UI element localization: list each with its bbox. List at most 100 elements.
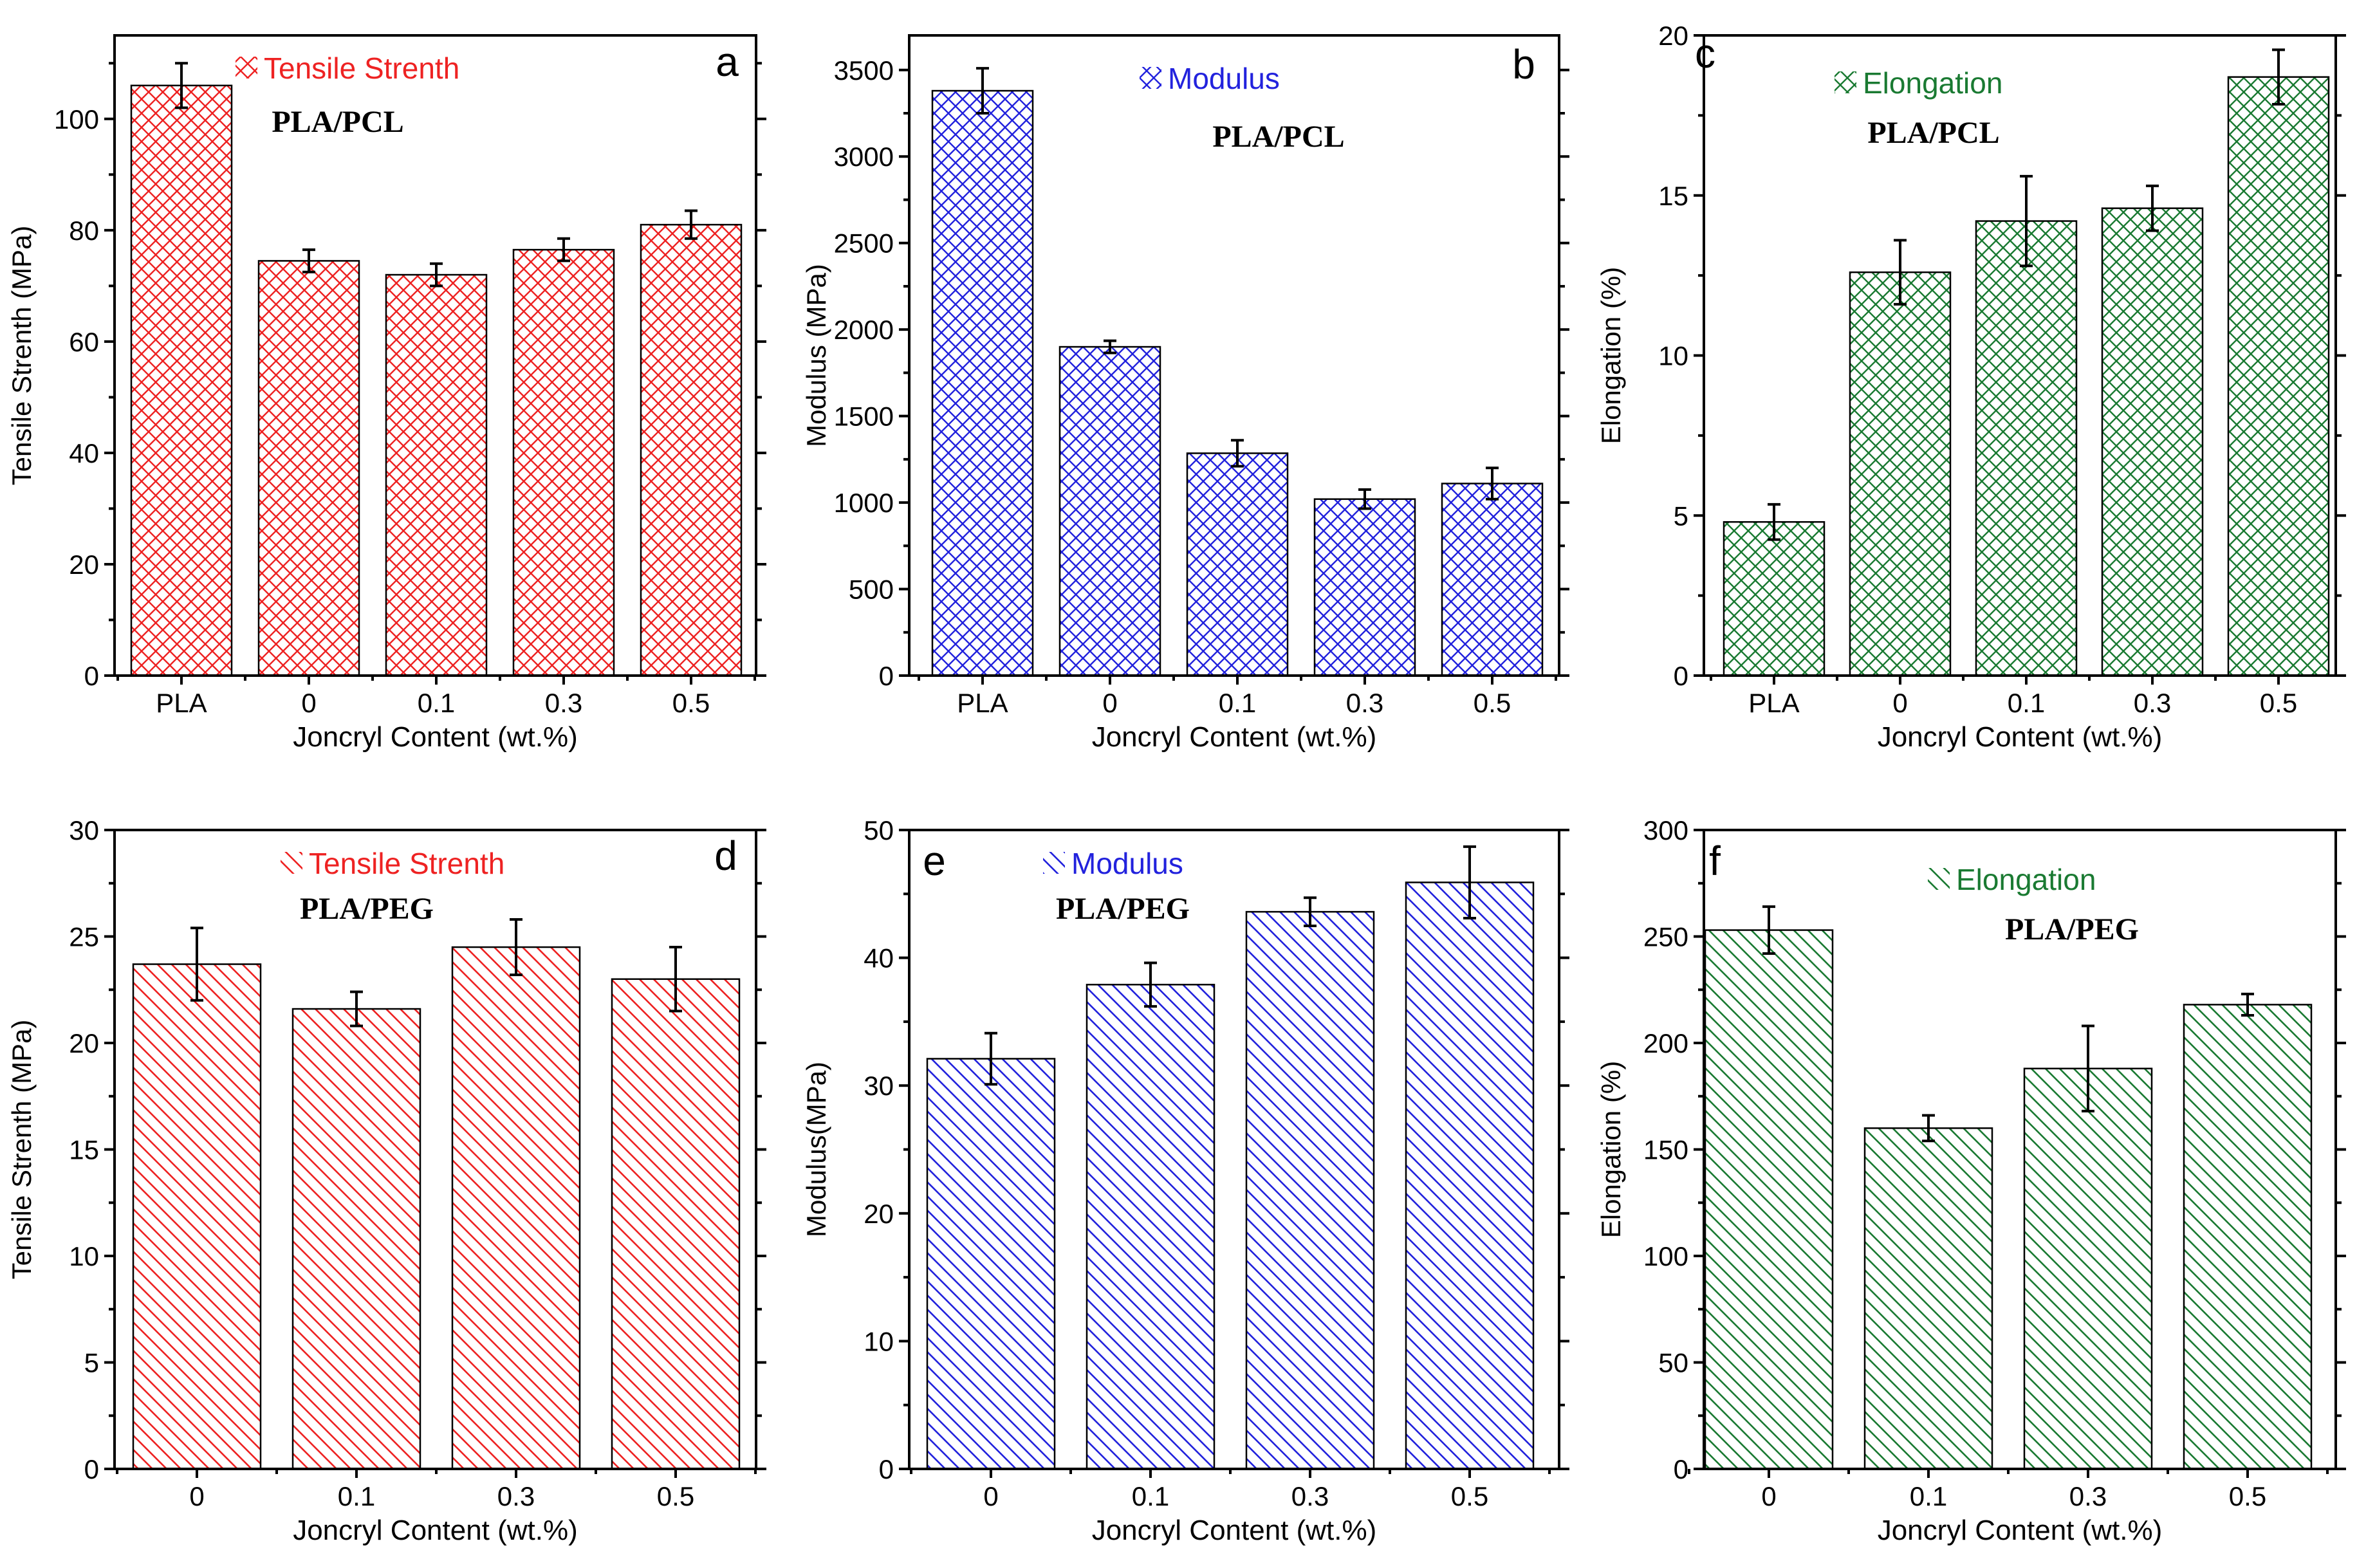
y-tick-label: 300 (1643, 815, 1688, 845)
y-tick-label: 5 (1674, 501, 1688, 531)
x-tick-label: 0.3 (2134, 688, 2171, 718)
x-axis-title: Joncryl Content (wt.%) (1878, 1515, 2163, 1546)
legend-label: Elongation (1956, 863, 2096, 896)
error-bar-f-3 (2241, 992, 2254, 1017)
x-tick-label: 0.3 (545, 688, 582, 718)
y-axis-title: Elongation (%) (1596, 267, 1626, 444)
bar-c-4 (2227, 76, 2330, 677)
y-tick-label: 2500 (834, 228, 894, 259)
bar-e-1 (1086, 984, 1215, 1470)
error-bar-b-3 (1358, 488, 1371, 510)
x-tick-label: 0.3 (1346, 688, 1383, 718)
bar-b-2 (1186, 452, 1289, 677)
error-bar-d-3 (669, 946, 682, 1013)
error-bar-a-2 (430, 262, 443, 288)
error-bar-c-4 (2272, 48, 2285, 106)
error-bar-f-1 (1922, 1114, 1935, 1143)
bar-d-0 (132, 963, 262, 1470)
x-tick-label: 0.1 (418, 688, 455, 718)
chart-panel-a: 0 20 40 60 80 100 PLA 0 0.1 0.3 0.5 Joncryl Content… (6, 34, 766, 753)
y-tick-label: 100 (54, 104, 99, 134)
x-tick-label: 0.1 (338, 1481, 375, 1511)
legend-swatch (1928, 868, 1950, 890)
y-tick-label: 0 (1674, 1454, 1688, 1484)
blend-annotation: PLA/PCL (1867, 116, 1999, 150)
y-tick-label: 10 (1658, 341, 1688, 371)
bar-c-1 (1849, 271, 1952, 677)
y-tick-label: 30 (864, 1071, 894, 1101)
error-bar-b-2 (1231, 439, 1244, 468)
error-bar-e-0 (984, 1031, 997, 1086)
y-axis-title: Modulus (MPa) (801, 264, 831, 447)
y-tick-label: 5 (84, 1348, 99, 1378)
error-bar-b-4 (1486, 466, 1499, 501)
y-tick-label: 200 (1643, 1028, 1688, 1058)
y-tick-label: 0 (879, 661, 894, 691)
chart-panel-c: 0 5 10 15 20 PLA 0 0.1 0.3 0.5 Joncryl Content (wt… (1596, 21, 2346, 753)
x-tick-label: 0 (1892, 688, 1907, 718)
error-bar-d-2 (510, 918, 522, 977)
error-bar-e-1 (1144, 961, 1157, 1008)
x-tick-label: PLA (156, 688, 207, 718)
panel-label: e (923, 838, 946, 884)
x-tick-label: 0.5 (1451, 1481, 1488, 1511)
chart-panel-f: 0 50 100 150 200 250 300 0 0.1 0.3 0.5 Joncryl Cont… (1596, 815, 2346, 1546)
y-tick-label: 40 (69, 438, 99, 468)
x-tick-label: PLA (957, 688, 1008, 718)
error-bar-a-1 (302, 248, 315, 273)
x-axis-title: Joncryl Content (wt.%) (1092, 721, 1377, 753)
error-bar-c-0 (1768, 503, 1780, 541)
bar-b-0 (931, 89, 1034, 677)
y-tick-label: 20 (69, 1028, 99, 1058)
legend-label: Modulus (1168, 62, 1280, 95)
error-bar-a-0 (175, 62, 188, 109)
blend-annotation: PLA/PEG (2005, 912, 2139, 946)
x-axis-title: Joncryl Content (wt.%) (293, 1515, 578, 1546)
x-tick-label: 0.1 (1910, 1481, 1947, 1511)
blend-annotation: PLA/PCL (272, 105, 403, 139)
y-tick-label: 15 (1658, 181, 1688, 211)
legend-label: Tensile Strenth (309, 847, 504, 880)
y-tick-label: 50 (864, 815, 894, 845)
y-tick-label: 250 (1643, 922, 1688, 952)
x-tick-label: 0 (189, 1481, 204, 1511)
y-axis-title: Tensile Strenth (MPa) (6, 226, 37, 486)
chart-panel-b: 0 500 1000 1500 2000 2500 3000 3500 PLA 0 0.1 0.3 0.… (801, 34, 1569, 753)
y-tick-label: 0 (879, 1454, 894, 1484)
x-tick-label: 0.5 (1474, 688, 1511, 718)
blend-annotation: PLA/PEG (300, 892, 434, 926)
legend-swatch (1835, 71, 1856, 93)
bar-b-4 (1441, 483, 1544, 677)
x-axis-title: Joncryl Content (wt.%) (293, 721, 578, 753)
error-bar-b-1 (1104, 339, 1116, 355)
bar-f-0 (1704, 929, 1834, 1470)
y-tick-label: 3000 (834, 142, 894, 172)
bar-c-2 (1975, 220, 2078, 677)
blend-annotation: PLA/PEG (1056, 892, 1190, 926)
bar-c-3 (2101, 207, 2204, 677)
x-axis-title: Joncryl Content (wt.%) (1092, 1515, 1377, 1546)
y-tick-label: 80 (69, 216, 99, 246)
bar-b-3 (1313, 498, 1416, 677)
plot-frame (908, 34, 1560, 677)
y-tick-label: 25 (69, 922, 99, 952)
y-tick-label: 0 (84, 1454, 99, 1484)
bar-a-1 (257, 260, 360, 677)
legend-label: Tensile Strenth (264, 51, 459, 85)
x-tick-label: 0 (1102, 688, 1117, 718)
y-tick-label: 10 (864, 1326, 894, 1356)
y-tick-label: 1000 (834, 488, 894, 518)
panel-label: f (1709, 838, 1721, 884)
y-tick-label: 0 (84, 661, 99, 691)
error-bar-c-1 (1894, 239, 1907, 306)
x-tick-label: 0.3 (2069, 1481, 2107, 1511)
x-tick-label: 0.5 (2229, 1481, 2266, 1511)
panel-label: d (714, 833, 737, 879)
x-tick-label: PLA (1748, 688, 1799, 718)
y-tick-label: 1500 (834, 401, 894, 432)
bar-f-3 (2183, 1004, 2313, 1470)
x-tick-label: 0 (301, 688, 316, 718)
y-tick-label: 40 (864, 943, 894, 973)
y-tick-label: 150 (1643, 1135, 1688, 1165)
